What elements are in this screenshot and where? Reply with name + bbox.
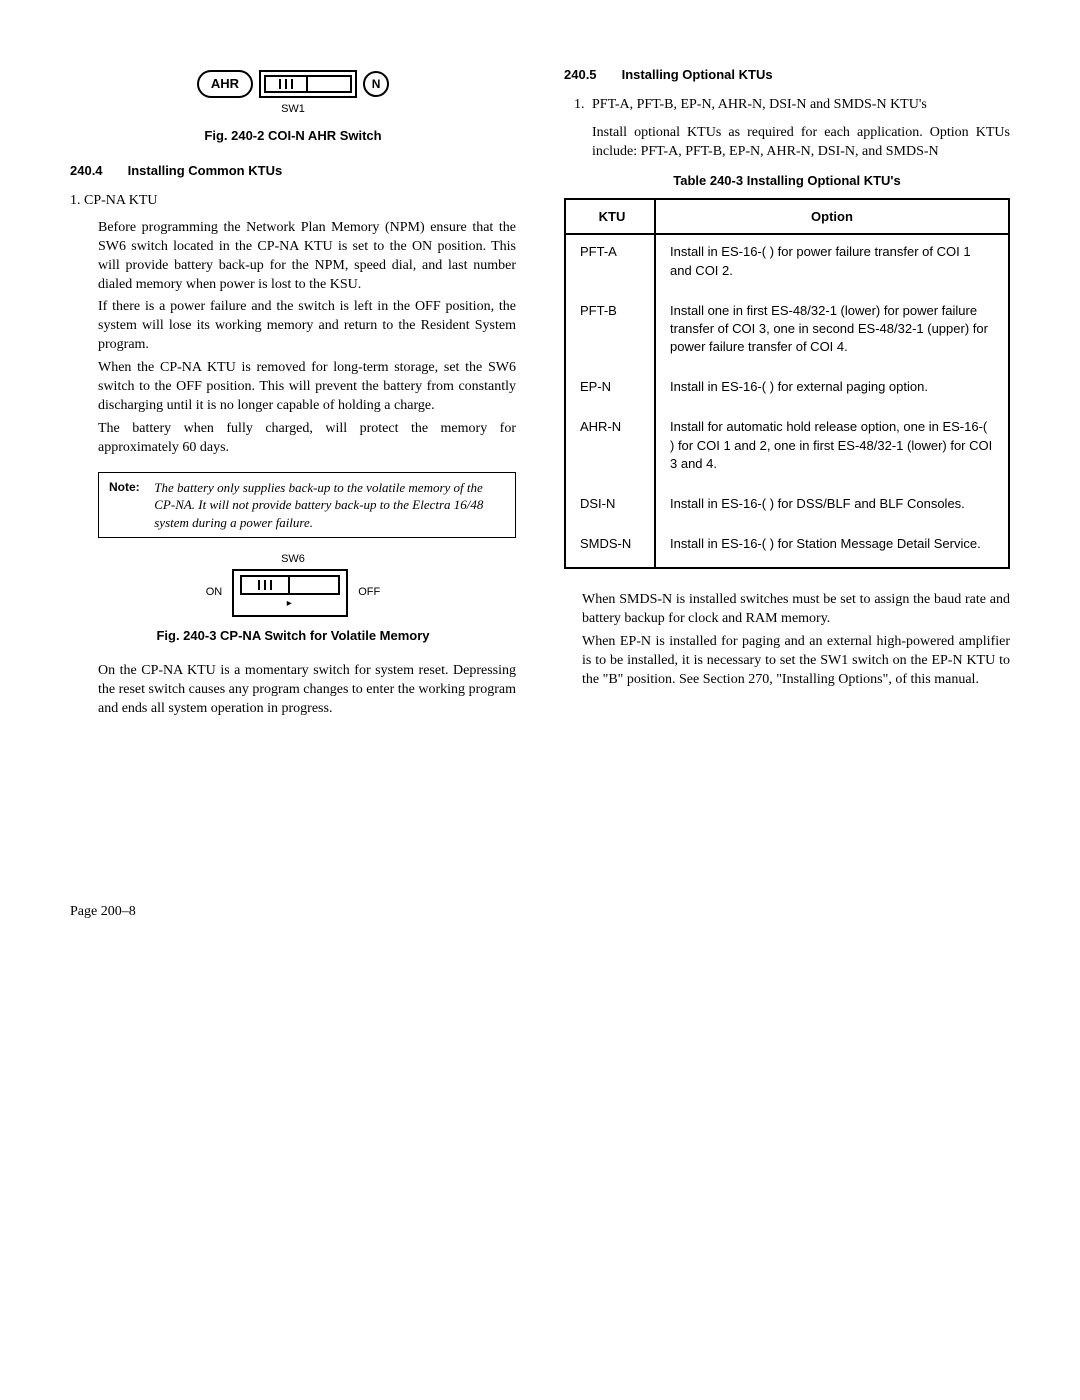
- table-cell-option: Install one in first ES-48/32-1 (lower) …: [655, 294, 1009, 371]
- table-cell-option: Install in ES-16-( ) for DSS/BLF and BLF…: [655, 487, 1009, 527]
- figure-240-2: AHR N SW1: [70, 70, 516, 117]
- optional-ktu-item-1: PFT-A, PFT-B, EP-N, AHR-N, DSI-N and SMD…: [588, 96, 1010, 163]
- table-cell-ktu: DSI-N: [565, 487, 655, 527]
- table-cell-ktu: AHR-N: [565, 410, 655, 487]
- table-head-option: Option: [655, 199, 1009, 235]
- para-1c: When the CP-NA KTU is removed for long-t…: [98, 359, 516, 416]
- right-body: When SMDS-N is installed switches must b…: [582, 591, 1010, 689]
- table-cell-ktu: PFT-B: [565, 294, 655, 371]
- ahr-label: AHR: [197, 70, 253, 98]
- section-240-5-heading: 240.5 Installing Optional KTUs: [564, 66, 1010, 84]
- page-number: Page 200–8: [70, 903, 1010, 922]
- sw6-arrow: ▸: [240, 597, 340, 611]
- table-row: EP-N Install in ES-16-( ) for external p…: [565, 370, 1009, 410]
- right-para-3: When EP-N is installed for paging and an…: [582, 633, 1010, 690]
- figure-240-2-caption: Fig. 240-2 COI-N AHR Switch: [70, 127, 516, 145]
- table-cell-ktu: PFT-A: [565, 234, 655, 293]
- table-row: DSI-N Install in ES-16-( ) for DSS/BLF a…: [565, 487, 1009, 527]
- section-240-4-num: 240.4: [70, 162, 124, 180]
- table-cell-option: Install in ES-16-( ) for Station Message…: [655, 527, 1009, 568]
- sw1-label: SW1: [70, 102, 516, 117]
- note-box: Note: The battery only supplies back-up …: [98, 472, 516, 539]
- figure-240-3-caption: Fig. 240-3 CP-NA Switch for Volatile Mem…: [70, 627, 516, 645]
- figure-240-3: SW6 ON ▸ OFF: [70, 552, 516, 616]
- table-row: PFT-B Install one in first ES-48/32-1 (l…: [565, 294, 1009, 371]
- section-240-4-title: Installing Common KTUs: [128, 163, 283, 178]
- sw6-switch: ▸: [232, 569, 348, 617]
- left-column: AHR N SW1 Fig. 240-2 COI-N AHR Switch 24…: [70, 60, 516, 723]
- table-cell-ktu: EP-N: [565, 370, 655, 410]
- sw6-off-label: OFF: [358, 585, 380, 600]
- section-240-4-heading: 240.4 Installing Common KTUs: [70, 162, 516, 180]
- optional-ktu-list: PFT-A, PFT-B, EP-N, AHR-N, DSI-N and SMD…: [564, 96, 1010, 163]
- optional-ktu-item-1-body: Install optional KTUs as required for ea…: [592, 124, 1010, 162]
- table-header-row: KTU Option: [565, 199, 1009, 235]
- para-1d: The battery when fully charged, will pro…: [98, 420, 516, 458]
- para-1a: Before programming the Network Plan Memo…: [98, 219, 516, 295]
- cpna-item-label: 1. CP-NA KTU: [70, 192, 516, 211]
- table-cell-option: Install in ES-16-( ) for power failure t…: [655, 234, 1009, 293]
- table-head-ktu: KTU: [565, 199, 655, 235]
- section-240-5-num: 240.5: [564, 66, 618, 84]
- table-row: AHR-N Install for automatic hold release…: [565, 410, 1009, 487]
- n-label: N: [363, 71, 389, 97]
- table-row: SMDS-N Install in ES-16-( ) for Station …: [565, 527, 1009, 568]
- sw6-label: SW6: [70, 552, 516, 567]
- optional-ktu-item-1-title: PFT-A, PFT-B, EP-N, AHR-N, DSI-N and SMD…: [592, 97, 927, 112]
- right-column: 240.5 Installing Optional KTUs PFT-A, PF…: [564, 60, 1010, 723]
- right-para-2: When SMDS-N is installed switches must b…: [582, 591, 1010, 629]
- note-label: Note:: [109, 479, 151, 495]
- table-240-3-title: Table 240-3 Installing Optional KTU's: [564, 172, 1010, 190]
- cpna-reset-para: On the CP-NA KTU is a momentary switch f…: [98, 662, 516, 719]
- table-cell-option: Install for automatic hold release optio…: [655, 410, 1009, 487]
- sw6-on-label: ON: [206, 585, 223, 600]
- table-cell-ktu: SMDS-N: [565, 527, 655, 568]
- cpna-body: Before programming the Network Plan Memo…: [98, 219, 516, 458]
- para-2: On the CP-NA KTU is a momentary switch f…: [98, 662, 516, 719]
- section-240-5-title: Installing Optional KTUs: [622, 67, 773, 82]
- table-cell-option: Install in ES-16-( ) for external paging…: [655, 370, 1009, 410]
- table-row: PFT-A Install in ES-16-( ) for power fai…: [565, 234, 1009, 293]
- sw1-switch: [259, 70, 357, 98]
- table-240-3: KTU Option PFT-A Install in ES-16-( ) fo…: [564, 198, 1010, 570]
- note-text: The battery only supplies back-up to the…: [154, 479, 502, 532]
- para-1b: If there is a power failure and the swit…: [98, 298, 516, 355]
